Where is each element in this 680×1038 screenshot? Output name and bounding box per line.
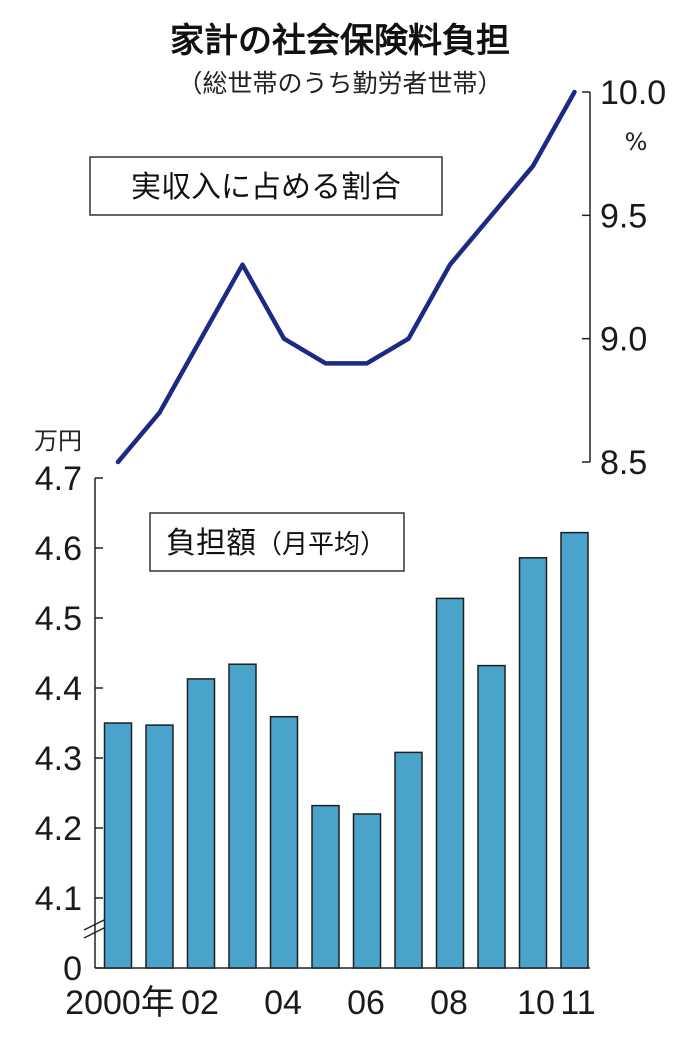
axis-break-mark [83,919,105,939]
bar-y-tick-label: 4.3 [35,740,82,778]
bar [518,557,548,969]
bar-y-tick-label: 4.2 [35,810,82,848]
x-tick-label: 2000年 [65,984,175,1022]
bar [477,664,506,969]
bar-y-tick-label: 4.1 [35,880,82,918]
bar-unit-label: 万円 [34,427,82,455]
bar-legend-box [149,512,405,572]
bar [269,715,299,969]
bars [103,531,589,969]
bar [186,678,216,969]
bar-y-tick-label: 4.6 [35,530,82,568]
bar-y-ticks: 0 4.1 4.2 4.3 4.4 4.5 4.6 4.7 [35,460,103,988]
bar-y-tick-label: 4.7 [35,460,82,498]
bar [435,597,465,969]
bar [103,722,133,969]
line-legend-label: 実収入に占める割合 [131,170,401,205]
chart-subtitle: （総世帯のうち勤労者世帯） [177,69,502,98]
bar [228,663,257,969]
x-axis-labels: 2000年 02 04 06 08 10 11 [65,984,595,1022]
x-tick-label: 08 [430,984,468,1022]
line-legend-box [89,156,443,216]
bar-y-tick-label: 4.5 [35,600,82,638]
line-y-tick-label: 9.0 [600,321,647,359]
bar-y-tick-label: 4.4 [35,670,82,708]
line-y-tick-label: 8.5 [600,444,647,482]
line-y-ticks: 8.5 9.0 9.5 10.0 [582,74,666,482]
bar [311,804,340,969]
chart-title: 家計の社会保険料負担 [170,21,510,61]
x-tick-label: 04 [264,984,302,1022]
x-tick-label: 10 [517,984,555,1022]
ratio-line [115,89,577,465]
line-y-tick-label: 9.5 [600,197,647,235]
bar [145,724,174,969]
bar-y-tick-label: 0 [63,950,82,988]
x-tick-label: 06 [347,984,385,1022]
bar [560,531,589,969]
ratio-line-path [115,89,577,465]
x-tick-label: 11 [560,984,595,1022]
bar [352,813,382,969]
line-unit-label: % [625,128,648,156]
x-tick-label: 02 [181,984,219,1022]
bar-legend-label: 負担額 [166,526,256,561]
bar [394,751,423,969]
bar-legend-text: 負担額（月平均） [166,526,386,561]
bar-legend-suffix: （月平均） [256,530,386,560]
line-y-tick-label: 10.0 [600,74,666,112]
